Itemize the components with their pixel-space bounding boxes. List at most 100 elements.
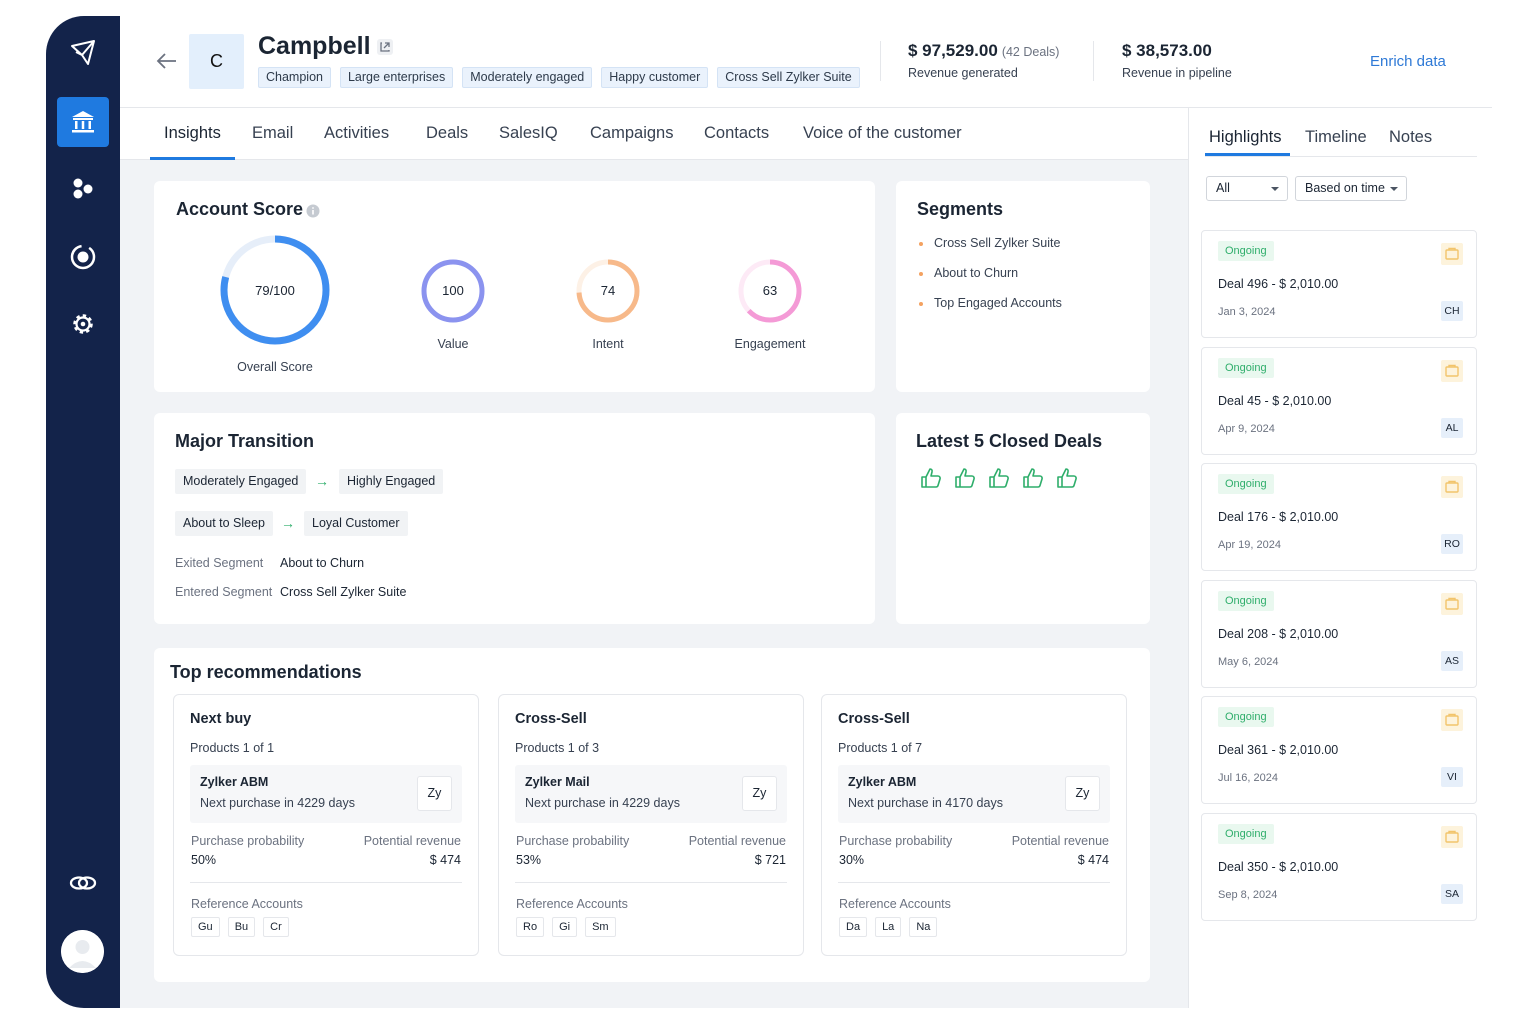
reference-accounts: Ro Gi Sm: [516, 917, 616, 937]
probability-value: 30%: [839, 853, 865, 867]
divider: [515, 882, 787, 883]
sidebar-item-goals[interactable]: [57, 232, 109, 282]
thumbs-up-icon: [921, 468, 941, 488]
intent-score-value: 74: [600, 283, 616, 298]
bullet-icon: [919, 302, 923, 306]
deal-name[interactable]: Deal 208 - $ 2,010.00: [1218, 626, 1339, 641]
deal-card[interactable]: Ongoing Deal 45 - $ 2,010.00 Apr 9, 2024 AL: [1201, 346, 1477, 455]
segment-item[interactable]: About to Churn: [934, 266, 1019, 280]
major-transition-title: Major Transition: [175, 431, 315, 451]
deal-card[interactable]: Ongoing Deal 350 - $ 2,010.00 Sep 8, 2024 S…: [1201, 812, 1477, 921]
arrow-right-icon: →: [281, 515, 295, 531]
user-avatar-icon: [61, 930, 104, 973]
reference-account-chip[interactable]: Da: [839, 917, 868, 937]
tab-highlights[interactable]: Highlights: [1209, 128, 1282, 146]
divider: [190, 882, 462, 883]
reference-accounts: Gu Bu Cr: [191, 917, 289, 937]
deal-name[interactable]: Deal 350 - $ 2,010.00: [1218, 859, 1339, 874]
deal-name[interactable]: Deal 496 - $ 2,010.00: [1218, 277, 1339, 291]
divider: [1093, 41, 1094, 81]
info-icon[interactable]: [306, 204, 320, 218]
active-tab-indicator: [150, 157, 235, 160]
deal-icon: [1441, 709, 1463, 731]
revenue-pipeline-label: Revenue in pipeline: [1122, 66, 1232, 80]
transition-from-chip: Moderately Engaged: [175, 469, 307, 494]
deal-card[interactable]: Ongoing Deal 208 - $ 2,010.00 May 6, 2024 A…: [1201, 579, 1477, 688]
deal-name[interactable]: Deal 361 - $ 2,010.00: [1218, 743, 1339, 757]
reference-account-chip[interactable]: Ro: [516, 917, 545, 937]
reference-account-chip[interactable]: La: [875, 917, 902, 937]
tab-notes[interactable]: Notes: [1389, 128, 1433, 146]
back-arrow-icon[interactable]: [154, 48, 180, 74]
reference-account-chip[interactable]: Sm: [585, 917, 616, 937]
engagement-score-ring: [738, 259, 802, 323]
reference-account-chip[interactable]: Gi: [552, 917, 578, 937]
value-score-arc: [421, 259, 485, 323]
tab-contacts[interactable]: Contacts: [704, 124, 770, 142]
account-name: Campbell: [258, 32, 371, 60]
account-tags: Champion Large enterprises Moderately en…: [258, 67, 860, 88]
deal-date: Apr 9, 2024: [1218, 422, 1275, 435]
reference-account-chip[interactable]: Bu: [227, 917, 256, 937]
engagement-score-label: Engagement: [734, 337, 806, 351]
recommendation-card[interactable]: Cross-Sell Products 1 of 3 Zylker Mail N…: [498, 694, 804, 956]
sidebar-item-home[interactable]: [57, 28, 109, 78]
deal-name[interactable]: Deal 176 - $ 2,010.00: [1218, 510, 1339, 524]
deal-owner-badge: AL: [1441, 417, 1463, 438]
tab-timeline[interactable]: Timeline: [1305, 128, 1367, 146]
deal-owner-badge: SA: [1441, 883, 1463, 904]
filter-time-select[interactable]: Based on time: [1295, 176, 1407, 201]
app-window: C Campbell Champion Large enterprises Mo…: [46, 16, 1492, 1008]
tab-salesiq[interactable]: SalesIQ: [499, 124, 558, 142]
reference-account-chip[interactable]: Cr: [263, 917, 289, 937]
segment-item[interactable]: Top Engaged Accounts: [934, 296, 1062, 310]
engagement-score-arc: [738, 259, 802, 323]
deal-card[interactable]: Ongoing Deal 496 - $ 2,010.00 Jan 3, 2024 C…: [1201, 230, 1477, 338]
deal-name[interactable]: Deal 45 - $ 2,010.00: [1218, 393, 1332, 408]
chevron-down-icon: [1271, 187, 1279, 191]
arrow-right-icon: →: [315, 473, 329, 489]
tab-campaigns[interactable]: Campaigns: [590, 124, 674, 142]
tab-insights[interactable]: Insights: [164, 124, 221, 142]
recommendation-type: Next buy: [190, 711, 252, 727]
recommendation-card[interactable]: Next buy Products 1 of 1 Zylker ABM Next…: [173, 694, 479, 956]
sidebar-item-integrations[interactable]: [57, 858, 109, 908]
deal-owner-badge: AS: [1441, 650, 1463, 671]
deal-count: (42 Deals): [1001, 45, 1060, 59]
deal-card[interactable]: Ongoing Deal 361 - $ 2,010.00 Jul 16, 2024…: [1201, 696, 1477, 804]
divider: [838, 882, 1110, 883]
tab-activities[interactable]: Activities: [324, 124, 390, 142]
reference-accounts-label: Reference Accounts: [839, 897, 951, 911]
tab-email[interactable]: Email: [252, 124, 294, 142]
product-badge: Zy: [742, 776, 777, 811]
tab-voice-of-customer[interactable]: Voice of the customer: [803, 124, 962, 142]
enrich-data-link[interactable]: Enrich data: [1370, 53, 1446, 70]
deal-date: May 6, 2024: [1218, 655, 1279, 668]
deal-status-badge: Ongoing: [1218, 823, 1274, 844]
recommendation-card[interactable]: Cross-Sell Products 1 of 7 Zylker ABM Ne…: [821, 694, 1127, 956]
avatar[interactable]: [61, 930, 104, 973]
thumbs-up-icon: [1057, 468, 1077, 488]
account-score-card: Account Score 79/100 Overall Score 100 V…: [154, 181, 875, 392]
product-badge: Zy: [417, 776, 452, 811]
transition-from-chip: About to Sleep: [175, 511, 274, 536]
filter-type-select[interactable]: All: [1206, 176, 1288, 201]
deal-card[interactable]: Ongoing Deal 176 - $ 2,010.00 Apr 19, 2024…: [1201, 463, 1477, 571]
deal-date: Jan 3, 2024: [1218, 306, 1276, 318]
revenue-label: Potential revenue: [1011, 834, 1109, 848]
sidebar-item-settings[interactable]: [57, 299, 109, 349]
probability-value: 53%: [516, 853, 542, 867]
revenue-generated-label: Revenue generated: [908, 66, 1018, 80]
deal-status-badge: Ongoing: [1218, 474, 1274, 494]
reference-account-chip[interactable]: Gu: [191, 917, 220, 937]
tab-deals[interactable]: Deals: [426, 124, 469, 142]
revenue-label: Potential revenue: [688, 834, 786, 848]
tab-divider: [1205, 156, 1477, 157]
overall-score-label: Overall Score: [237, 360, 313, 374]
segment-item[interactable]: Cross Sell Zylker Suite: [934, 236, 1061, 250]
external-link-icon[interactable]: [376, 38, 394, 56]
reference-account-chip[interactable]: Na: [909, 917, 938, 937]
sidebar-item-segments[interactable]: [57, 164, 109, 214]
sidebar-item-accounts[interactable]: [57, 97, 109, 147]
deal-status-badge: Ongoing: [1218, 707, 1274, 727]
